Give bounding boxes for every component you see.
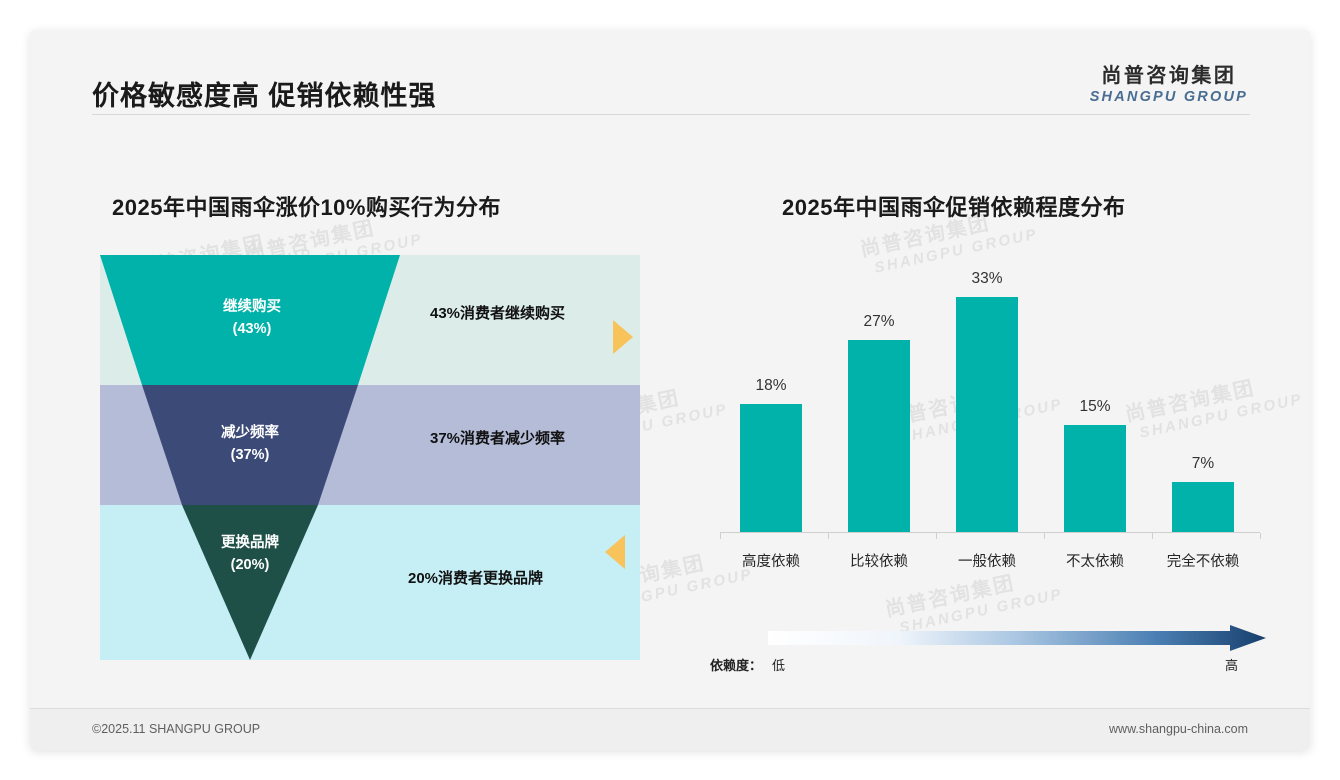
slide-card: 价格敏感度高 促销依赖性强 尚普咨询集团 SHANGPU GROUP 尚普咨询集… [30,30,1310,750]
page-title: 价格敏感度高 促销依赖性强 [92,81,437,111]
funnel-stage-3-label: 更换品牌 (20%) [221,535,279,573]
legend-caption: 依赖度： [710,658,763,673]
website-link[interactable]: www.shangpu-china.com [1109,722,1248,736]
bar-chart: 18% 高度依赖 27% 比较依赖 33% 一般依赖 15% 不太依赖 7% 完… [710,255,1270,585]
bar-item[interactable] [1172,482,1234,532]
slide-header: 价格敏感度高 促销依赖性强 尚普咨询集团 SHANGPU GROUP [30,30,1310,115]
gradient-arrow-icon [768,625,1266,651]
bar-category-label: 不太依赖 [1066,554,1124,570]
bar-category-label: 高度依赖 [742,554,800,570]
dependency-gradient-legend: 依赖度： 低 高 [710,625,1270,685]
logo-chinese-text: 尚普咨询集团 [1101,65,1237,87]
arrow-left-icon [605,535,625,569]
bar-value-label: 27% [863,313,895,330]
bar-value-label: 7% [1191,455,1215,472]
axis-tick [1260,533,1261,539]
axis-tick [828,533,829,539]
axis-tick [1044,533,1045,539]
axis-tick [720,533,721,539]
arrow-right-icon [613,320,633,354]
chart-title-funnel: 2025年中国雨伞涨价10%购买行为分布 [112,195,501,220]
funnel-stage-1[interactable]: 继续购买 (43%) 43%消费者继续购买 [100,255,640,385]
bar-item[interactable] [1064,425,1126,532]
copyright-text: ©2025.11 SHANGPU GROUP [92,722,261,736]
legend-low-label: 低 [772,658,786,673]
axis-tick [1152,533,1153,539]
bar-item[interactable] [740,404,802,532]
funnel-shape-1 [100,255,400,385]
funnel-stage-2-label: 减少频率 (37%) [221,425,279,463]
funnel-stage-1-description: 43%消费者继续购买 [430,305,566,322]
funnel-stage-2[interactable]: 减少频率 (37%) 37%消费者减少频率 [100,385,640,505]
funnel-stage-2-description: 37%消费者减少频率 [430,430,566,447]
bar-value-label: 15% [1079,398,1111,415]
bar-category-label: 完全不依赖 [1166,554,1240,570]
bar-category-label: 一般依赖 [958,554,1016,570]
funnel-stage-1-label: 继续购买 (43%) [223,299,281,337]
bar-chart-axis [720,532,1260,533]
chart-title-bar: 2025年中国雨伞促销依赖程度分布 [782,195,1126,220]
legend-high-label: 高 [1224,658,1238,673]
funnel-shape-2 [142,385,358,505]
slide-footer: ©2025.11 SHANGPU GROUP www.shangpu-china… [30,708,1310,750]
brand-logo: 尚普咨询集团 SHANGPU GROUP [1090,65,1248,106]
bar-value-label: 33% [971,270,1003,287]
funnel-stage-3[interactable]: 更换品牌 (20%) 20%消费者更换品牌 [100,505,640,660]
funnel-shape-3 [182,505,318,660]
funnel-panel-3 [100,505,640,660]
header-divider [92,114,1250,115]
funnel-stage-3-description: 20%消费者更换品牌 [408,570,544,587]
bar-category-label: 比较依赖 [850,554,908,570]
axis-tick [936,533,937,539]
bar-value-label: 18% [755,377,787,394]
logo-english-text: SHANGPU GROUP [1089,89,1248,105]
funnel-chart: 继续购买 (43%) 43%消费者继续购买 减少频率 (37%) 37%消费者减少频… [100,255,640,675]
bar-item[interactable] [848,340,910,532]
bar-item[interactable] [956,297,1018,532]
